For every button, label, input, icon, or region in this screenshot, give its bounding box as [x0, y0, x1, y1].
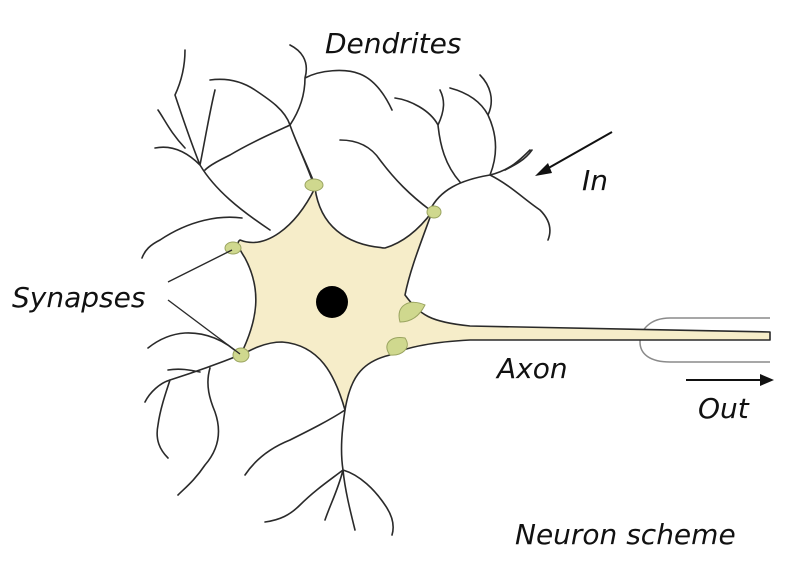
- label-in: In: [582, 164, 608, 197]
- label-dendrites: Dendrites: [325, 27, 461, 60]
- synapse: [426, 205, 442, 219]
- synapse: [304, 178, 324, 192]
- synapse-pointer-line: [167, 299, 241, 355]
- dendrite-upper-middle: [204, 44, 393, 189]
- label-out: Out: [698, 392, 750, 425]
- dendrite-bottom: [244, 409, 394, 536]
- label-axon: Axon: [495, 352, 568, 385]
- out-arrow: [686, 374, 774, 386]
- in-arrow: [535, 131, 613, 176]
- caption: Neuron scheme: [515, 518, 736, 551]
- synapses: [224, 178, 442, 363]
- synapse-pointer-line: [167, 249, 233, 283]
- dendrite-branches: [141, 44, 551, 536]
- axon-sheath: [639, 317, 770, 363]
- label-synapses: Synapses: [12, 281, 145, 314]
- nucleus: [316, 286, 348, 318]
- dendrite-upper-right: [339, 74, 551, 241]
- synapse: [386, 336, 408, 356]
- synapse: [398, 301, 426, 323]
- dendrite-left-lower: [144, 332, 241, 496]
- dendrite-upper-left: [141, 49, 271, 259]
